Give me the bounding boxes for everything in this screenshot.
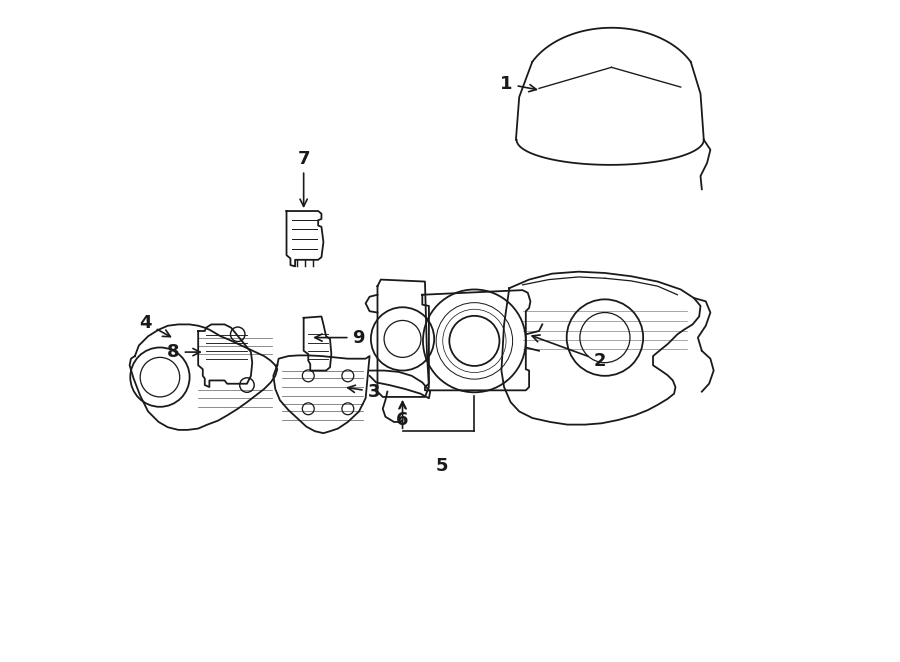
- Text: 7: 7: [297, 150, 310, 207]
- Polygon shape: [303, 316, 331, 371]
- Text: 8: 8: [167, 343, 200, 361]
- Polygon shape: [286, 211, 323, 266]
- Text: 4: 4: [140, 314, 170, 337]
- Polygon shape: [377, 279, 429, 397]
- Polygon shape: [370, 371, 430, 399]
- Polygon shape: [198, 324, 252, 387]
- Polygon shape: [422, 290, 530, 391]
- Text: 2: 2: [532, 335, 607, 369]
- Polygon shape: [130, 324, 277, 430]
- Text: 6: 6: [396, 402, 409, 430]
- Text: 1: 1: [500, 75, 536, 93]
- Polygon shape: [501, 271, 700, 424]
- Text: 3: 3: [347, 383, 380, 401]
- Text: 9: 9: [315, 328, 365, 347]
- Text: 5: 5: [436, 457, 447, 475]
- Polygon shape: [274, 355, 370, 433]
